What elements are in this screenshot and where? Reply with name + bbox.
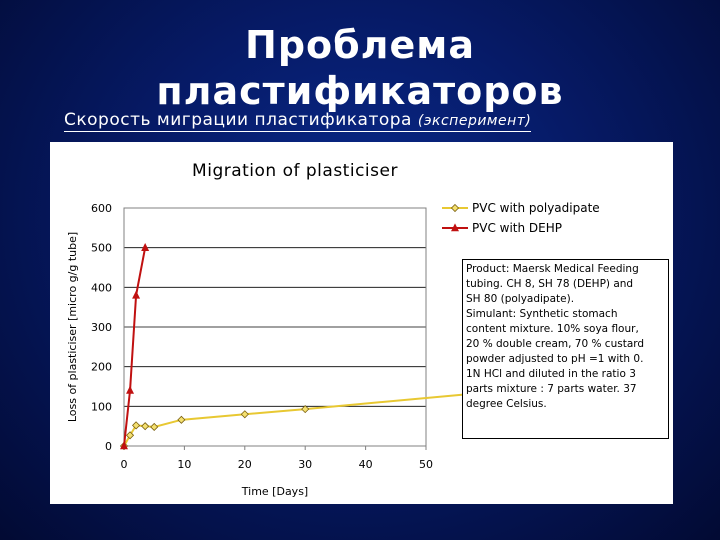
note-line: Simulant: Synthetic stomach	[466, 308, 618, 320]
slide-title: Проблема пластификаторов	[0, 22, 720, 114]
note-line: tubing. CH 8, SH 78 (DEHP) and	[466, 278, 634, 290]
x-tick-label: 20	[238, 458, 252, 471]
y-tick-label: 100	[91, 400, 112, 413]
subtitle-emphasis: (эксперимент)	[417, 113, 532, 129]
series-layer	[119, 242, 491, 451]
legend: PVC with polyadipate PVC with DEHP	[442, 201, 600, 235]
y-tick-label: 0	[105, 440, 112, 453]
y-tick-labels: 0 100 200 300 400 500 600	[91, 202, 112, 453]
data-point	[120, 441, 128, 450]
slide-subtitle: Скорость миграции пластификатора (экспер…	[64, 110, 532, 132]
chart-title: Migration of plasticiser	[192, 161, 398, 181]
note-line: SH 80 (polyadipate).	[466, 293, 575, 305]
legend-label: PVC with DEHP	[472, 221, 562, 235]
data-point	[125, 431, 135, 440]
note-line: parts mixture : 7 parts water. 37	[466, 383, 637, 395]
x-tick-label: 0	[121, 458, 128, 471]
y-tick-label: 300	[91, 321, 112, 334]
chart-svg: Migration of plasticiser 010020030040050…	[66, 161, 600, 498]
x-tick-label: 30	[298, 458, 312, 471]
y-tick-label: 600	[91, 202, 112, 215]
note-line: degree Celsius.	[466, 398, 547, 410]
note-line: 1N HCl and diluted in the ratio 3	[466, 368, 636, 380]
y-tick-label: 500	[91, 242, 112, 255]
data-point	[126, 385, 135, 394]
legend-label: PVC with polyadipate	[472, 201, 600, 215]
x-tick-labels: 0 10 20 30 40 50	[121, 446, 433, 471]
note-line: content mixture. 10% soya flour,	[466, 323, 639, 335]
data-point	[150, 422, 159, 432]
x-tick-label: 10	[177, 458, 191, 471]
y-axis-label: Loss of plasticiser [micro g/g tube]	[66, 232, 79, 422]
series-2	[120, 242, 150, 450]
note-line: 20 % double cream, 70 % custard	[466, 338, 645, 350]
grid-layer	[124, 207, 426, 447]
x-tick-label: 50	[419, 458, 433, 471]
note-line: powder adjusted to pH =1 with 0.	[466, 353, 644, 365]
chart-panel: Migration of plasticiser 0 100 200 300 400 50…	[50, 142, 673, 504]
data-point	[132, 290, 141, 299]
x-tick-label: 40	[359, 458, 373, 471]
subtitle-main: Скорость миграции пластификатора	[64, 110, 412, 130]
data-point	[240, 410, 249, 419]
data-point	[132, 421, 141, 430]
data-point	[141, 422, 150, 431]
data-point	[177, 415, 186, 424]
series-1	[119, 388, 491, 451]
x-axis-label: Time [Days]	[241, 485, 308, 498]
slide-title-line2: пластификаторов	[156, 69, 564, 113]
plot-frame	[123, 207, 427, 447]
experiment-note: Product: Maersk Medical Feeding tubing. …	[462, 259, 669, 439]
series-line	[123, 247, 147, 447]
note-line: Product: Maersk Medical Feeding	[466, 263, 639, 275]
data-point	[301, 405, 310, 414]
legend-marker	[451, 223, 459, 232]
y-tick-label: 200	[91, 361, 112, 374]
legend-marker	[450, 203, 460, 213]
slide-title-line1: Проблема	[245, 23, 475, 67]
data-point	[141, 242, 150, 251]
y-tick-label: 400	[91, 281, 112, 294]
